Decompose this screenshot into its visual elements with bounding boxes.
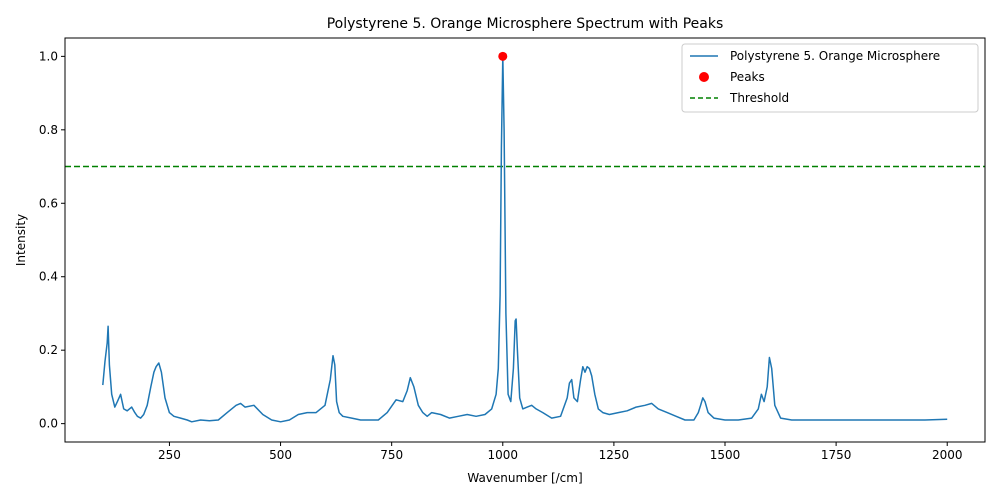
y-axis-label: Intensity [14, 214, 28, 266]
x-tick-label: 250 [158, 448, 181, 462]
axes-frame [64, 37, 986, 443]
y-tick-label: 1.0 [39, 49, 58, 63]
x-tick-label: 1000 [488, 448, 519, 462]
legend-marker-peaks [699, 72, 709, 82]
legend-label-threshold: Threshold [729, 91, 789, 105]
y-tick-label: 0.6 [39, 196, 58, 210]
x-tick-label: 1250 [599, 448, 630, 462]
x-tick-label: 1500 [710, 448, 741, 462]
legend-box [681, 43, 979, 113]
y-tick-label: 0.8 [39, 123, 58, 137]
y-axis: 0.0 0.2 0.4 0.6 0.8 1.0 [39, 49, 65, 431]
plot-area [65, 51, 985, 423]
peak-point [498, 51, 508, 61]
x-tick-label: 1750 [821, 448, 852, 462]
x-tick-label: 500 [269, 448, 292, 462]
x-tick-label: 750 [380, 448, 403, 462]
legend-label-peaks: Peaks [730, 70, 765, 84]
legend-label-spectrum: Polystyrene 5. Orange Microsphere [730, 49, 940, 63]
y-tick-label: 0.4 [39, 270, 58, 284]
x-tick-label: 2000 [932, 448, 963, 462]
x-axis-label: Wavenumber [/cm] [467, 471, 582, 485]
y-tick-label: 0.0 [39, 417, 58, 431]
x-axis: 250 500 750 1000 1250 1500 1750 2000 [158, 442, 963, 462]
y-tick-label: 0.2 [39, 343, 58, 357]
spectrum-line [102, 55, 948, 423]
legend: Polystyrene 5. Orange Microsphere Peaks … [681, 43, 979, 113]
chart-title: Polystyrene 5. Orange Microsphere Spectr… [327, 16, 724, 32]
